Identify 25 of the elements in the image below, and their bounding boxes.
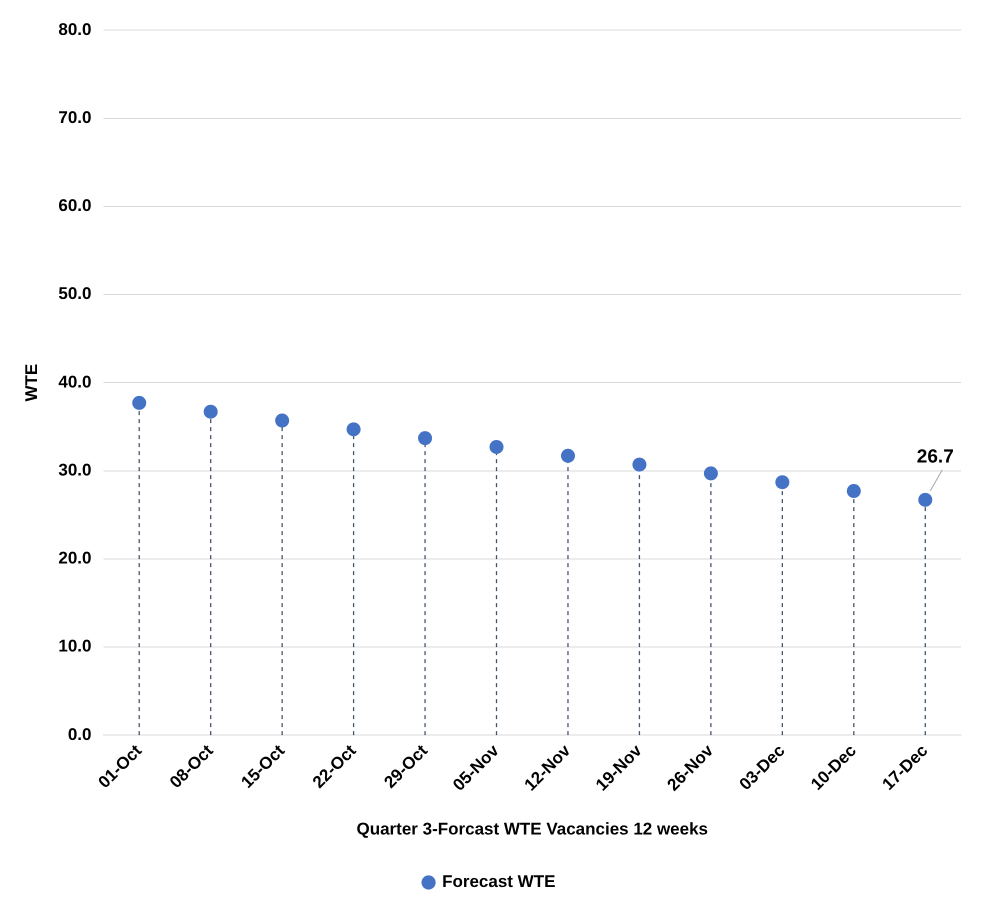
point — [632, 458, 646, 472]
y-tick-label: 10.0 — [58, 636, 92, 656]
point — [490, 440, 504, 454]
legend-label: Forecast WTE — [442, 872, 556, 892]
point — [132, 396, 146, 410]
point — [775, 475, 790, 490]
y-tick-label: 70.0 — [58, 108, 92, 127]
y-tick-label: 40.0 — [58, 372, 92, 392]
point — [560, 448, 575, 463]
x-axis-title: Quarter 3-Forcast WTE Vacancies 12 weeks — [356, 819, 708, 838]
point — [918, 492, 932, 507]
data-label: 26.7 — [916, 446, 954, 468]
point — [704, 466, 718, 480]
y-axis-title: WTE — [22, 364, 41, 402]
point — [275, 414, 290, 428]
y-tick-label: 30.0 — [58, 460, 92, 480]
point — [346, 422, 361, 436]
point — [846, 484, 861, 498]
y-tick-label: 50.0 — [58, 284, 92, 304]
y-tick-label: 0.0 — [68, 724, 92, 744]
point — [418, 431, 432, 446]
y-tick-label: 60.0 — [58, 196, 92, 216]
y-tick-label: 20.0 — [58, 548, 92, 568]
point — [204, 404, 218, 419]
y-tick-label: 80.0 — [58, 20, 92, 39]
